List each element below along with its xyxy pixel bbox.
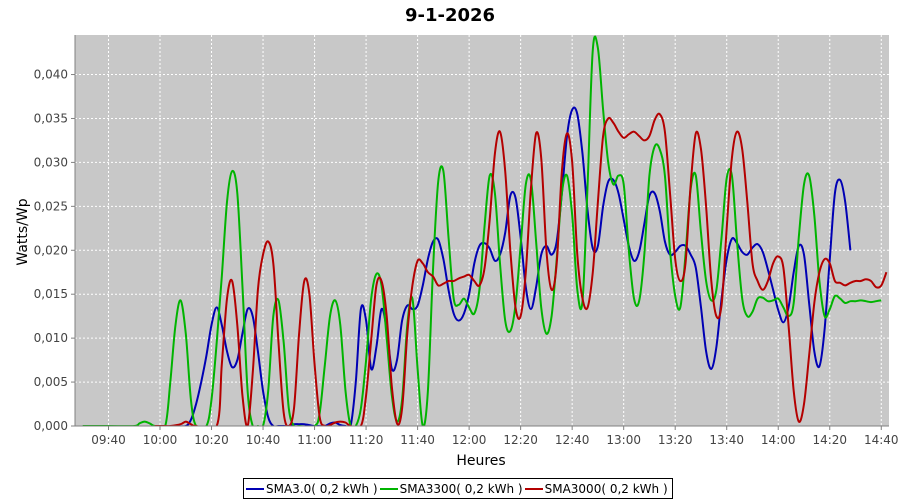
axes: 0,000 0,005 0,010 0,015 0,020 0,025 0,030 0,035… <box>34 35 899 447</box>
y-tick-label: 0,020 <box>34 243 68 257</box>
legend-item-sma3000: SMA3000( 0,2 kWh ) <box>524 481 668 496</box>
legend-swatch-sma3000 <box>524 487 543 490</box>
x-tick-label: 11:40 <box>400 433 435 447</box>
x-tick-label: 14:20 <box>812 433 847 447</box>
x-tick-label: 13:20 <box>658 433 693 447</box>
y-tick-label: 0,015 <box>34 287 68 301</box>
y-tick-label: 0,000 <box>34 419 68 433</box>
x-tick-label: 09:40 <box>91 433 126 447</box>
y-tick-label: 0,010 <box>34 331 68 345</box>
x-tick-label: 12:20 <box>503 433 538 447</box>
x-tick-label: 10:00 <box>143 433 178 447</box>
y-tick-label: 0,030 <box>34 155 68 169</box>
legend-label-sma3000: SMA3000( 0,2 kWh ) <box>544 481 668 496</box>
x-tick-label: 12:40 <box>555 433 590 447</box>
x-tick-label: 11:00 <box>297 433 332 447</box>
x-tick-label: 14:00 <box>761 433 796 447</box>
legend-label-sma3300: SMA3300( 0,2 kWh ) <box>399 481 523 496</box>
legend: SMA3.0( 0,2 kWh ) SMA3300( 0,2 kWh ) SMA… <box>243 478 673 499</box>
legend-item-sma3300: SMA3300( 0,2 kWh ) <box>379 481 523 496</box>
y-tick-label: 0,025 <box>34 199 68 213</box>
x-tick-label: 14:40 <box>864 433 899 447</box>
legend-label-sma3-0: SMA3.0( 0,2 kWh ) <box>266 481 378 496</box>
x-tick-label: 12:00 <box>452 433 487 447</box>
legend-swatch-sma3-0 <box>246 487 264 490</box>
legend-item-sma3-0: SMA3.0( 0,2 kWh ) <box>246 482 378 496</box>
x-tick-label: 10:20 <box>194 433 229 447</box>
y-tick-label: 0,005 <box>34 375 68 389</box>
x-axis-title: Heures <box>456 453 505 469</box>
x-tick-label: 10:40 <box>246 433 281 447</box>
series-line-2 <box>154 112 888 426</box>
series-line-0 <box>175 106 852 426</box>
y-tick-label: 0,035 <box>34 111 68 125</box>
plot-background <box>75 35 889 426</box>
x-tick-label: 11:20 <box>349 433 384 447</box>
chart-title: 9-1-2026 <box>405 5 495 26</box>
y-axis-title: Watts/Wp <box>15 198 31 265</box>
series-line-1 <box>82 35 882 426</box>
series-lines <box>82 35 888 426</box>
y-tick-label: 0,040 <box>34 68 68 82</box>
legend-swatch-sma3300 <box>379 487 398 490</box>
x-tick-label: 13:40 <box>709 433 744 447</box>
x-tick-label: 13:00 <box>606 433 641 447</box>
